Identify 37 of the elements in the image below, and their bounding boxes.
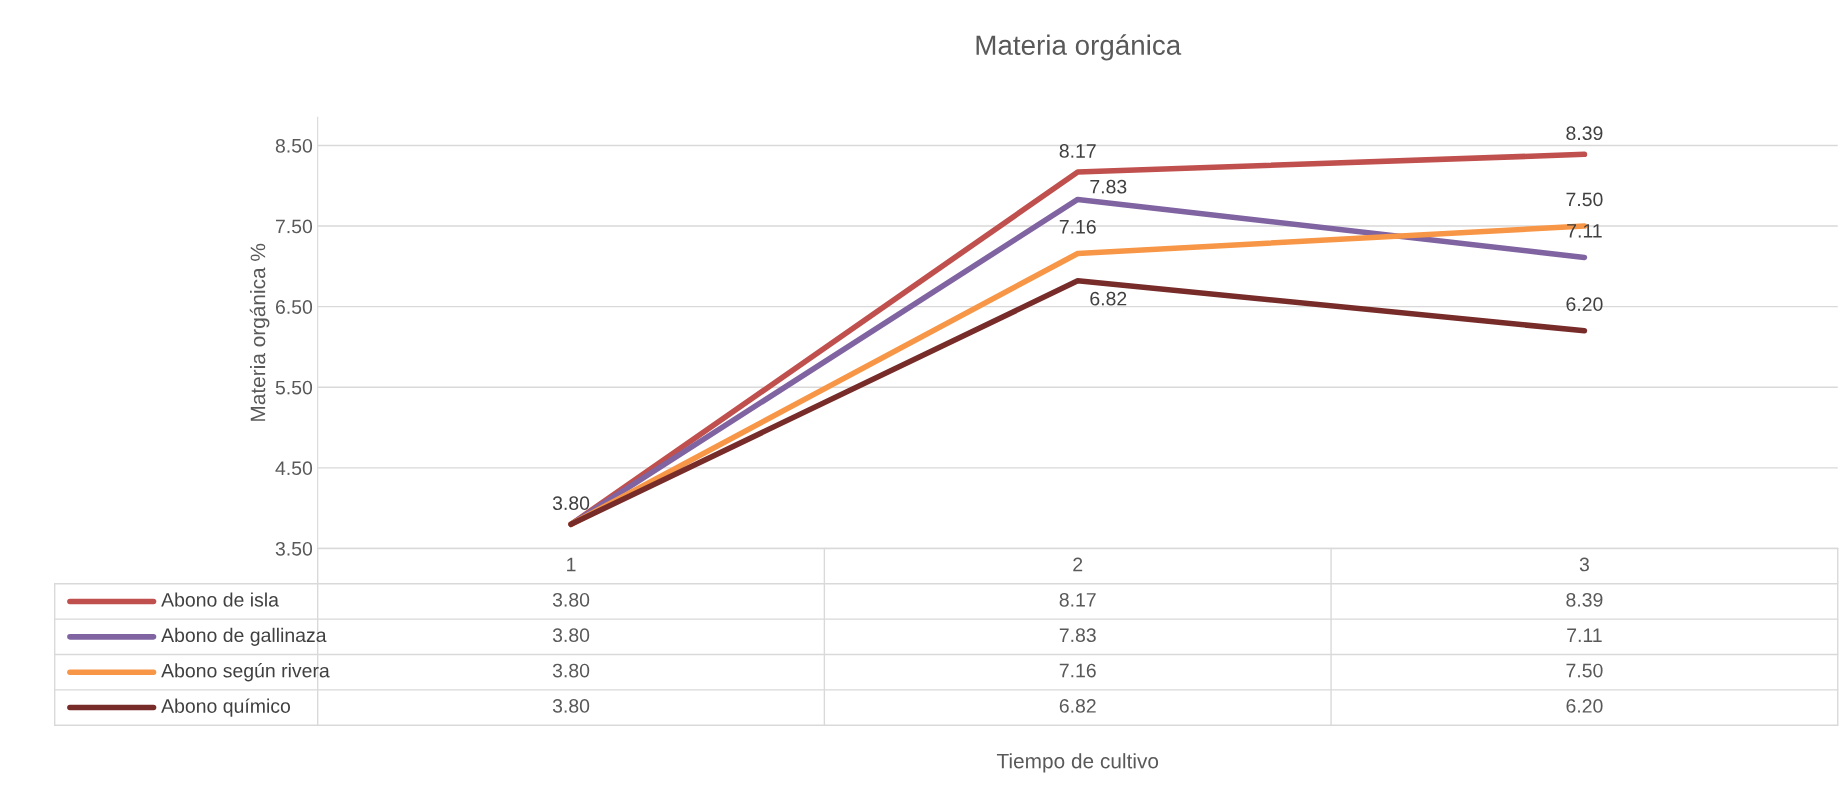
y-tick-label: 4.50 (275, 461, 313, 476)
legend-label: Abono según rivera (161, 663, 330, 682)
y-tick-label: 6.50 (275, 300, 313, 314)
data-label: 8.17 (1059, 144, 1096, 158)
text: 3.80 (552, 699, 590, 713)
text: 7.11 (1567, 628, 1602, 642)
data-label: 6.82 (1090, 291, 1127, 306)
y-tick-label: 8.50 (275, 138, 313, 153)
data-label: 7.83 (1090, 179, 1127, 194)
text: Tiempo de cultivo (996, 753, 1159, 773)
y-tick-label: 3.50 (275, 541, 313, 556)
data-label: 7.50 (1566, 192, 1603, 207)
text: 3.80 (552, 663, 590, 678)
x-tick-label: 1 (567, 557, 576, 572)
text: 7.83 (1059, 628, 1096, 643)
legend-label: Abono de gallinaza (161, 627, 327, 646)
y-tick-label: 7.50 (275, 219, 313, 234)
text: 8.17 (1059, 592, 1096, 607)
text: 6.20 (1566, 699, 1603, 713)
y-tick-label: 5.50 (275, 380, 313, 395)
text: 6.82 (1059, 699, 1096, 713)
legend-label: Abono de isla (161, 592, 279, 607)
chart-title: Materia orgánica (976, 34, 1182, 61)
text: 7.16 (1059, 663, 1096, 678)
text: 3.80 (552, 628, 590, 643)
text: 3.80 (552, 592, 590, 607)
x-tick-label: 2 (1073, 557, 1083, 572)
text: 7.50 (1566, 663, 1603, 678)
x-tick-label: 3 (1579, 557, 1589, 572)
data-label: 3.80 (552, 496, 590, 511)
legend-label: Abono químico (161, 698, 291, 717)
data-label: 7.11 (1567, 224, 1602, 238)
text: 8.39 (1566, 592, 1603, 607)
data-label: 8.39 (1566, 126, 1603, 141)
data-label: 6.20 (1566, 297, 1603, 312)
data-label: 7.16 (1059, 219, 1096, 234)
y-axis-title: Materia orgánica % (249, 243, 270, 421)
